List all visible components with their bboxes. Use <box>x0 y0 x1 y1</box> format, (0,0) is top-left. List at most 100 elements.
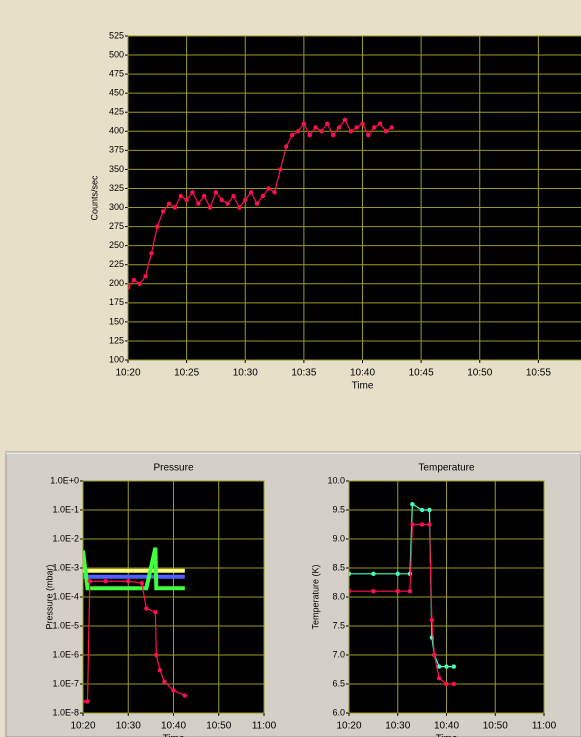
data-point <box>162 679 167 684</box>
data-point <box>155 224 160 229</box>
series-group <box>83 547 188 704</box>
y-tick-label: 9.5 <box>332 504 345 514</box>
y-tick-label: 6.0 <box>332 707 345 717</box>
y-tick-label: 7.0 <box>332 649 345 659</box>
data-point <box>389 125 395 130</box>
data-point <box>166 201 172 206</box>
data-point <box>410 502 415 507</box>
y-tick-label: 300 <box>109 202 124 212</box>
chart-title: Pressure <box>153 463 193 474</box>
data-point <box>225 201 230 206</box>
data-point <box>153 609 158 615</box>
data-point <box>143 273 148 279</box>
chart-title: Temperature <box>418 463 475 474</box>
y-tick-label: 1.0E+0 <box>50 475 79 485</box>
data-point <box>149 251 154 256</box>
data-point <box>429 618 435 623</box>
data-point <box>342 117 348 123</box>
data-point <box>407 589 413 594</box>
y-tick-label: 325 <box>109 183 124 193</box>
y-tick-label: 200 <box>109 278 124 288</box>
y-tick-label: 125 <box>109 335 124 345</box>
data-point <box>436 676 442 681</box>
data-point <box>349 589 352 594</box>
data-point <box>237 205 242 210</box>
data-point <box>196 201 201 206</box>
data-point <box>154 652 159 658</box>
data-point <box>137 281 142 286</box>
data-point <box>360 121 365 126</box>
data-point <box>366 132 371 138</box>
y-tick-label: 350 <box>109 164 124 174</box>
data-point <box>213 190 219 195</box>
x-tick-label: 10:25 <box>174 368 199 379</box>
x-tick-label: 10:50 <box>206 721 231 732</box>
x-tick-label: 10:20 <box>336 721 361 732</box>
y-tick-label: 375 <box>109 145 124 155</box>
y-tick-label: 500 <box>109 49 124 59</box>
data-point <box>371 571 376 576</box>
data-point <box>231 193 236 199</box>
y-tick-label: 250 <box>109 240 124 250</box>
data-point <box>325 121 330 126</box>
data-point <box>383 129 389 134</box>
data-line <box>128 118 393 288</box>
data-point <box>254 201 260 206</box>
y-tick-label: 400 <box>109 126 124 136</box>
data-point <box>243 197 248 203</box>
y-tick-label: 1.0E-8 <box>52 707 79 717</box>
x-tick-label: 10:35 <box>291 368 316 379</box>
x-tick-label: 10:40 <box>350 368 375 379</box>
data-point <box>219 197 224 203</box>
y-tick-label: 475 <box>109 68 124 78</box>
y-axis-label: Pressure (mbar) <box>44 564 54 629</box>
data-point <box>284 144 289 149</box>
data-point <box>266 186 271 191</box>
x-tick-label: 10:40 <box>434 721 459 732</box>
y-tick-label: 225 <box>109 259 124 269</box>
data-point <box>139 580 145 586</box>
y-tick-label: 1.0E-5 <box>52 620 79 630</box>
x-tick-label: 11:00 <box>532 721 557 732</box>
x-axis-label: Time <box>352 381 374 392</box>
data-point <box>410 522 415 527</box>
y-tick-label: 450 <box>109 88 124 98</box>
data-point <box>144 606 149 611</box>
x-tick-label: 10:30 <box>385 721 410 732</box>
data-point <box>272 190 277 195</box>
data-point <box>395 589 400 594</box>
data-point <box>184 197 189 203</box>
x-tick-label: 11:00 <box>252 721 277 732</box>
data-point <box>419 507 425 513</box>
data-point <box>83 699 86 704</box>
data-point <box>103 579 108 584</box>
x-axis-label: Time <box>436 734 458 737</box>
data-point <box>131 277 137 283</box>
x-tick-label: 10:40 <box>161 721 186 732</box>
data-point <box>85 699 90 704</box>
y-tick-label: 1.0E-3 <box>52 562 79 572</box>
y-tick-label: 1.0E-2 <box>52 533 79 543</box>
data-point <box>295 129 301 134</box>
data-point <box>427 522 432 527</box>
y-tick-label: 8.5 <box>332 562 345 572</box>
data-point <box>372 125 377 130</box>
y-tick-label: 9.0 <box>332 533 345 543</box>
data-point <box>248 190 254 195</box>
data-point <box>202 193 207 199</box>
data-point <box>289 132 295 138</box>
data-point <box>190 190 195 195</box>
y-tick-label: 100 <box>109 354 124 364</box>
data-point <box>260 193 266 199</box>
data-point <box>444 664 449 669</box>
data-point <box>436 664 442 669</box>
y-tick-label: 525 <box>109 30 124 40</box>
data-point <box>451 664 457 669</box>
data-point <box>330 132 336 138</box>
y-tick-label: 6.5 <box>332 678 345 688</box>
data-point <box>354 125 359 130</box>
x-tick-label: 10:20 <box>70 721 95 732</box>
data-point <box>178 193 183 199</box>
